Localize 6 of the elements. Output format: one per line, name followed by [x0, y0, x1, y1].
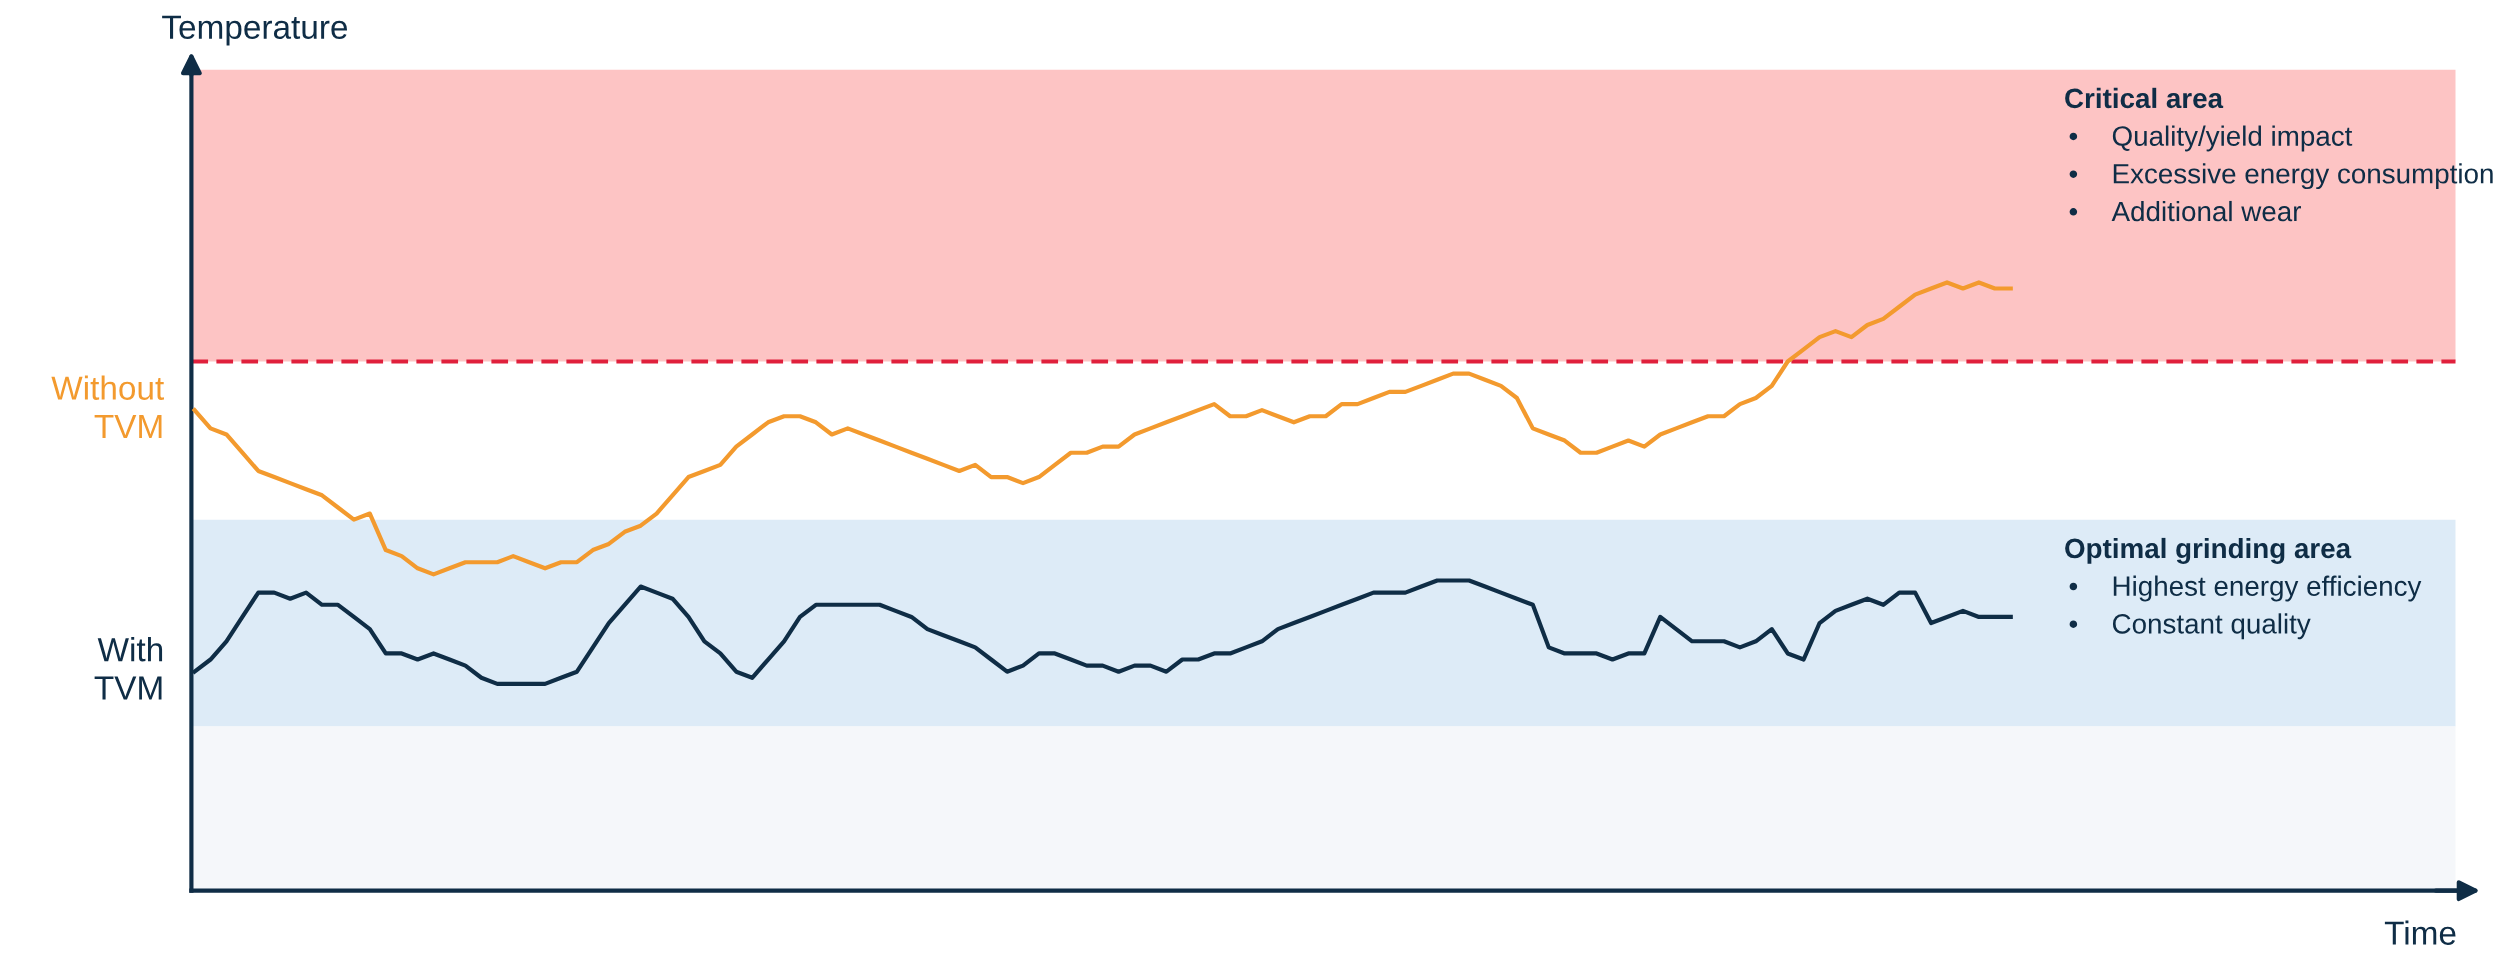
text: Temperature: [162, 15, 348, 46]
text: Critical area • Quality/yield impact • Excessive energy consumption • Additional wear: [2065, 87, 2493, 222]
series-label: Without TVM: [51, 375, 164, 438]
text: Time: [2384, 920, 2456, 945]
text: Optimal grinding area • Highest energy efficiency • Constant quality: [2065, 537, 2422, 640]
series-label: With TVM: [94, 637, 163, 700]
